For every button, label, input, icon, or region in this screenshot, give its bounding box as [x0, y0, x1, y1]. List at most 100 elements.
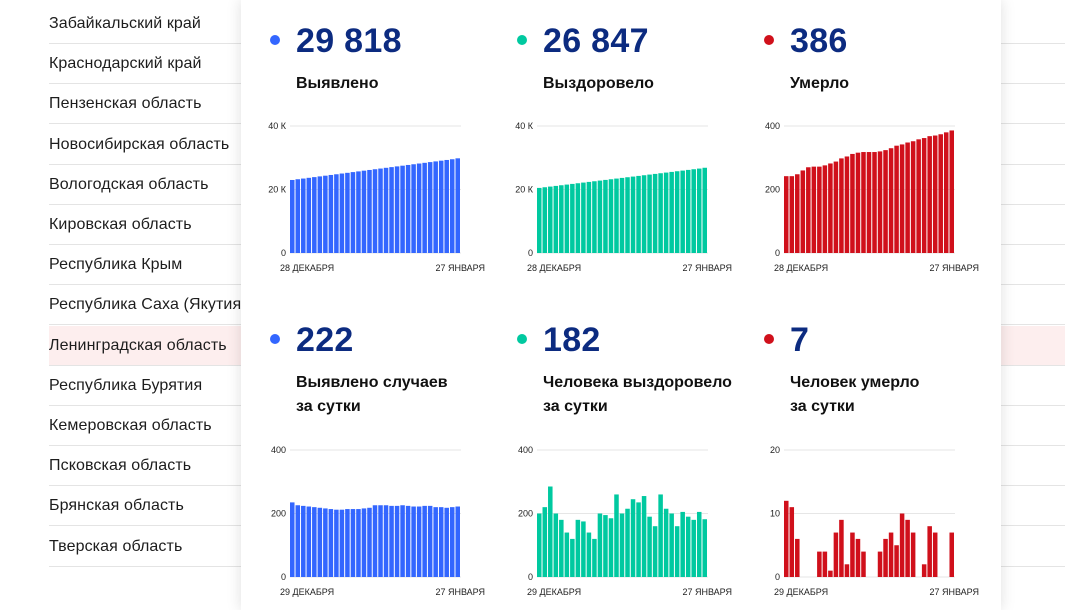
- chart-bar: [685, 516, 691, 577]
- chart-bar: [455, 158, 460, 253]
- x-end-label: 27 ЯНВАРЯ: [435, 263, 485, 273]
- stat-label: Выявлено случаев за сутки: [296, 371, 448, 419]
- chart-bar: [608, 179, 614, 253]
- y-tick-label: 0: [281, 248, 286, 258]
- chart-bar: [339, 173, 345, 253]
- chart-bar: [537, 513, 542, 577]
- chart-bar: [290, 502, 295, 577]
- chart-bar: [839, 519, 844, 577]
- chart-bar: [542, 507, 548, 577]
- chart-bar: [345, 172, 350, 253]
- chart-bar: [696, 168, 702, 253]
- chart-bar: [614, 178, 619, 253]
- stat-label: Умерло: [790, 72, 849, 96]
- stat-chart: 0 10 20 29 ДЕКАБРЯ 27 ЯНВАРЯ: [770, 445, 979, 597]
- chart-bar: [306, 506, 312, 577]
- x-start-label: 28 ДЕКАБРЯ: [774, 263, 828, 273]
- chart-bar: [537, 187, 542, 253]
- y-tick-label: 400: [765, 121, 780, 131]
- y-tick-label: 400: [271, 445, 286, 455]
- chart-bar: [323, 175, 328, 253]
- y-tick-label: 200: [271, 509, 286, 519]
- chart-bar: [669, 171, 674, 253]
- y-tick-label: 0: [528, 248, 533, 258]
- chart-bar: [575, 183, 581, 253]
- legend-dot-icon: [517, 334, 527, 344]
- chart-bar: [844, 156, 850, 253]
- chart-bar: [614, 494, 619, 577]
- chart-bar: [389, 167, 394, 253]
- chart-bar: [548, 186, 553, 253]
- chart-bar: [927, 526, 932, 577]
- chart-bar: [553, 185, 559, 253]
- region-name: Республика Саха (Якутия): [49, 296, 247, 314]
- chart-bar: [949, 130, 954, 253]
- chart-bar: [795, 538, 800, 577]
- chart-bar: [652, 526, 658, 577]
- y-tick-label: 20 К: [515, 185, 534, 195]
- region-name: Республика Бурятия: [49, 376, 203, 394]
- chart-bar: [647, 174, 652, 253]
- stat-label-line: за сутки: [296, 398, 361, 415]
- x-start-label: 29 ДЕКАБРЯ: [774, 587, 828, 597]
- chart-bar: [910, 532, 916, 577]
- y-tick-label: 200: [765, 185, 780, 195]
- chart-bar: [586, 181, 592, 253]
- chart-bar: [811, 166, 817, 253]
- stat-value: 386: [790, 22, 848, 60]
- chart-bar: [400, 505, 405, 577]
- chart-bar: [427, 162, 433, 253]
- chart-bar: [899, 144, 905, 253]
- x-end-label: 27 ЯНВАРЯ: [929, 587, 979, 597]
- chart-bar: [833, 161, 839, 253]
- chart-bar: [422, 162, 427, 253]
- chart-bar: [625, 508, 630, 577]
- stat-value: 222: [296, 321, 354, 359]
- chart-bar: [411, 164, 416, 253]
- chart-bar: [702, 167, 707, 253]
- chart-bar: [559, 185, 564, 253]
- chart-bar: [894, 145, 899, 253]
- chart-bar: [592, 181, 597, 253]
- chart-bar: [822, 551, 828, 577]
- chart-bar: [636, 502, 641, 577]
- chart-bar: [641, 175, 647, 253]
- chart-bar: [438, 507, 444, 577]
- y-tick-label: 0: [775, 248, 780, 258]
- chart-bar: [619, 513, 625, 577]
- y-tick-label: 20 К: [268, 185, 287, 195]
- stat-value: 7: [790, 321, 810, 359]
- chart-bar: [597, 180, 603, 253]
- chart-bar: [301, 178, 306, 253]
- chart-bar: [921, 564, 927, 577]
- chart-bar: [548, 486, 553, 577]
- chart-bar: [361, 170, 367, 253]
- chart-bar: [833, 532, 839, 577]
- stat-label: Выздоровело: [543, 72, 654, 96]
- region-name: Тверская область: [49, 537, 183, 555]
- region-name: Новосибирская область: [49, 135, 230, 153]
- chart-bar: [630, 499, 636, 577]
- chart-bar: [328, 174, 334, 253]
- chart-bar: [894, 545, 899, 577]
- chart-bar: [334, 174, 339, 253]
- x-start-label: 28 ДЕКАБРЯ: [280, 263, 334, 273]
- chart-bar: [564, 532, 570, 577]
- chart-bar: [784, 176, 789, 253]
- x-start-label: 29 ДЕКАБРЯ: [527, 587, 581, 597]
- chart-bar: [405, 505, 411, 577]
- chart-bar: [570, 538, 575, 577]
- chart-bar: [389, 505, 394, 577]
- legend-dot-icon: [764, 334, 774, 344]
- chart-bar: [433, 507, 438, 577]
- x-start-label: 29 ДЕКАБРЯ: [280, 587, 334, 597]
- chart-bar: [800, 170, 806, 253]
- stat-chart: 0 200 400 28 ДЕКАБРЯ 27 ЯНВАРЯ: [765, 121, 979, 273]
- chart-bar: [444, 507, 449, 577]
- stat-chart: 0 200 400 29 ДЕКАБРЯ 27 ЯНВАРЯ: [518, 445, 732, 597]
- region-name: Ленинградская область: [49, 336, 227, 354]
- chart-bar: [345, 509, 350, 577]
- chart-bar: [290, 179, 295, 253]
- chart-bar: [691, 169, 696, 253]
- chart-bar: [647, 516, 652, 577]
